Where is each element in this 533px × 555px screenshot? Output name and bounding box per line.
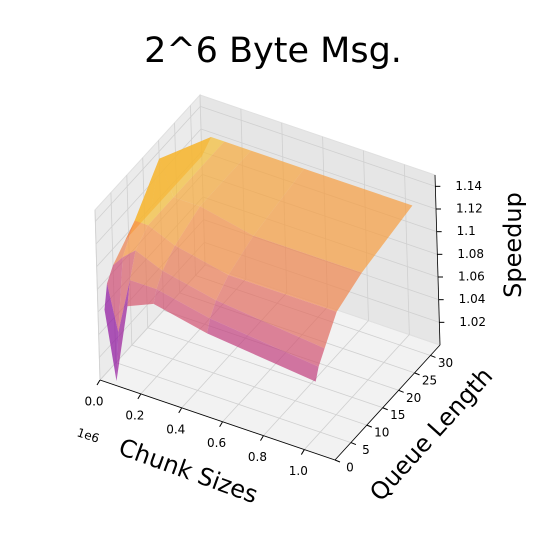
surface-patch: [153, 289, 210, 334]
surface-patch: [129, 250, 163, 290]
axis-line: [334, 344, 441, 461]
surface-patch: [173, 141, 251, 207]
grid-line: [403, 164, 410, 335]
surface-patch: [159, 137, 225, 198]
x-tick: [178, 407, 183, 414]
surface-patch: [207, 318, 319, 382]
z-tick-label: 1.08: [457, 247, 484, 261]
x-tick-label: 0.2: [125, 408, 144, 422]
surface-patch: [216, 275, 337, 349]
x-tick: [260, 435, 264, 441]
x-tick: [300, 449, 305, 455]
z-tick-label: 1.02: [459, 315, 486, 329]
z-tick-label: 1.04: [459, 292, 486, 306]
y-tick-label: 20: [406, 391, 421, 405]
surface-patch: [156, 270, 216, 319]
x-tick-label: 0.8: [248, 450, 267, 464]
surface-patch: [118, 250, 136, 333]
grid-line: [131, 344, 367, 426]
surface-patch: [135, 225, 175, 271]
grid-line: [147, 327, 383, 409]
surface-patch: [116, 280, 130, 381]
surface-patch: [148, 197, 200, 246]
x-tick: [219, 421, 224, 427]
y-tick: [398, 389, 404, 393]
x-axis-label: Chunk Sizes: [115, 433, 261, 509]
z-axis-label: Speedup: [499, 192, 527, 298]
y-tick-label: 15: [390, 408, 405, 422]
surface-patch: [127, 280, 157, 307]
y-tick-label: 5: [362, 443, 370, 457]
y-tick: [414, 372, 420, 376]
surface-patch: [104, 283, 119, 381]
surface-patch: [162, 245, 229, 301]
y-tick: [366, 424, 373, 428]
x-tick-label: 0.0: [84, 395, 103, 409]
x-tick-label: 1.0: [289, 464, 308, 478]
z-tick-label: 1.06: [458, 270, 485, 284]
grid-line: [94, 209, 101, 381]
y-tick: [334, 459, 341, 463]
y-tick-label: 25: [422, 373, 437, 387]
grid-line: [95, 106, 201, 222]
surface-patch: [210, 300, 325, 367]
surface-patch: [122, 220, 148, 258]
surface-patch: [134, 158, 174, 226]
y-tick-label: 30: [438, 356, 453, 370]
grid-line: [304, 334, 410, 450]
x-offset-label: 1e6: [75, 425, 101, 445]
z-tick-label: 1.12: [456, 202, 483, 216]
axis-line: [99, 379, 336, 461]
z-tick-label: 1.1: [457, 224, 476, 238]
z-tick-label: 1.14: [455, 179, 482, 193]
chart-title: 2^6 Byte Msg.: [144, 31, 402, 71]
surface-patch: [253, 168, 413, 273]
x-tick: [96, 379, 101, 386]
y-tick: [430, 354, 436, 358]
grid-line: [115, 362, 352, 443]
x-tick-label: 0.6: [207, 436, 226, 450]
grid-line: [200, 128, 437, 210]
surface-patch: [174, 206, 254, 275]
surface-patch: [200, 150, 305, 236]
surface-patch: [107, 257, 123, 333]
grid-line: [200, 105, 436, 187]
x-tick-label: 0.4: [166, 422, 185, 436]
y-tick-label: 0: [346, 461, 354, 475]
y-tick: [382, 407, 388, 411]
axis-line: [434, 174, 441, 346]
y-tick-label: 10: [374, 426, 389, 440]
surface-patch: [228, 235, 362, 312]
y-tick: [350, 442, 357, 446]
x-tick: [137, 393, 142, 400]
